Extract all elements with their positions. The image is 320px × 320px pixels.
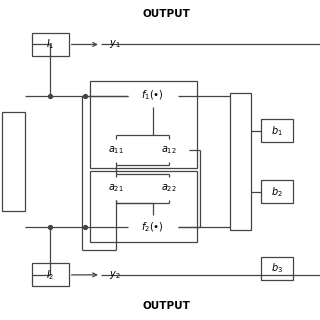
Text: $a_{11}$: $a_{11}$: [108, 144, 124, 156]
Text: $y_2$: $y_2$: [109, 269, 120, 281]
Text: $a_{12}$: $a_{12}$: [161, 144, 177, 156]
Bar: [128, 215, 178, 238]
Text: $f_2(\bullet)$: $f_2(\bullet)$: [141, 220, 164, 234]
Bar: [32, 33, 69, 56]
Text: $I_1$: $I_1$: [46, 37, 55, 52]
Text: OUTPUT: OUTPUT: [142, 9, 190, 20]
Text: $b_3$: $b_3$: [271, 261, 283, 276]
Bar: [96, 177, 136, 200]
Text: $a_{21}$: $a_{21}$: [108, 183, 124, 194]
Bar: [90, 171, 197, 242]
Bar: [261, 119, 293, 142]
Bar: [230, 93, 251, 230]
Bar: [149, 139, 189, 162]
Bar: [96, 139, 136, 162]
Text: $y_1$: $y_1$: [109, 38, 120, 51]
Bar: [149, 177, 189, 200]
Text: OUTPUT: OUTPUT: [142, 300, 190, 311]
Text: $I_2$: $I_2$: [46, 268, 55, 282]
Bar: [90, 81, 197, 168]
Text: $b_2$: $b_2$: [271, 185, 283, 199]
Bar: [32, 263, 69, 286]
Bar: [261, 180, 293, 203]
Text: $b_1$: $b_1$: [271, 124, 283, 138]
Text: $f_1(\bullet)$: $f_1(\bullet)$: [141, 89, 164, 102]
Text: $a_{22}$: $a_{22}$: [161, 183, 177, 194]
Bar: [2, 112, 25, 211]
Bar: [128, 84, 178, 107]
Bar: [261, 257, 293, 280]
